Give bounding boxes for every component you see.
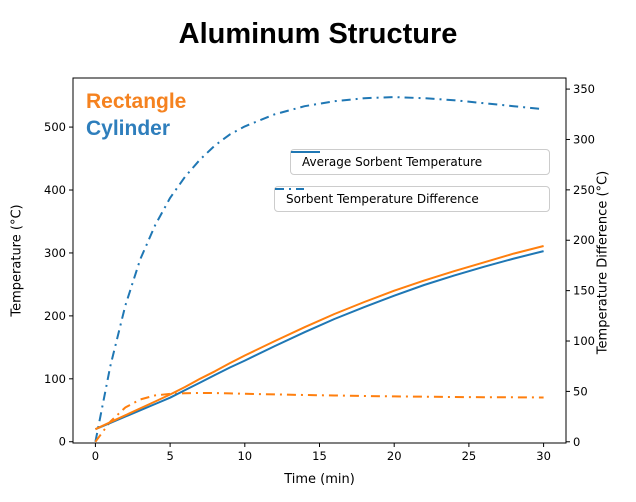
line-cylinder-average-sorbent-temperature <box>95 250 544 431</box>
y-left-tick-label: 300 <box>44 246 66 260</box>
y-left-tick-label: 400 <box>44 183 66 197</box>
solid-line-sample-icon <box>291 151 320 153</box>
y-right-tick-label: 0 <box>573 435 580 449</box>
y-axis-right-label: Temperature Difference (°C) <box>595 170 611 355</box>
x-tick-label: 30 <box>536 449 551 463</box>
x-axis-ticks: 0 5 10 15 20 25 30 <box>92 443 551 463</box>
x-axis-label: Time (min) <box>284 472 355 487</box>
x-tick-label: 10 <box>237 449 252 463</box>
y-right-tick-label: 200 <box>573 233 595 247</box>
x-tick-label: 5 <box>166 449 173 463</box>
y-left-tick-label: 200 <box>44 309 66 323</box>
y-left-tick-label: 500 <box>44 120 66 134</box>
y-right-tick-label: 50 <box>573 384 588 398</box>
x-tick-label: 15 <box>312 449 327 463</box>
y-left-tick-label: 0 <box>59 435 66 449</box>
line-cylinder-sorbent-temperature-difference <box>94 96 544 442</box>
line-rectangle-average-sorbent-temperature <box>94 245 544 431</box>
x-tick-label: 20 <box>387 449 402 463</box>
x-tick-label: 25 <box>462 449 477 463</box>
legend-average-sorbent-temperature: Average Sorbent Temperature <box>290 149 550 175</box>
y-right-tick-label: 350 <box>573 82 595 96</box>
y-axis-left-ticks: 0 100 200 300 400 500 <box>44 120 73 449</box>
dashdot-line-sample-icon <box>275 188 304 190</box>
legend-difference-label: Sorbent Temperature Difference <box>286 192 479 206</box>
y-right-tick-label: 250 <box>573 183 595 197</box>
legend-sorbent-temperature-difference: Sorbent Temperature Difference <box>274 186 550 212</box>
annotation-rectangle: Rectangle <box>86 90 187 113</box>
legend-average-label: Average Sorbent Temperature <box>302 155 483 169</box>
y-left-tick-label: 100 <box>44 372 66 386</box>
chart-title: Aluminum Structure <box>178 18 458 50</box>
y-axis-right-ticks: 0 50 100 150 200 250 300 350 <box>566 82 595 449</box>
series-lines <box>94 96 544 443</box>
y-right-tick-label: 300 <box>573 132 595 146</box>
annotation-cylinder: Cylinder <box>86 117 171 140</box>
y-axis-left-label: Temperature (°C) <box>9 204 25 317</box>
y-right-tick-label: 150 <box>573 284 595 298</box>
x-tick-label: 0 <box>92 449 99 463</box>
y-right-tick-label: 100 <box>573 334 595 348</box>
line-rectangle-sorbent-temperature-difference <box>94 391 544 443</box>
